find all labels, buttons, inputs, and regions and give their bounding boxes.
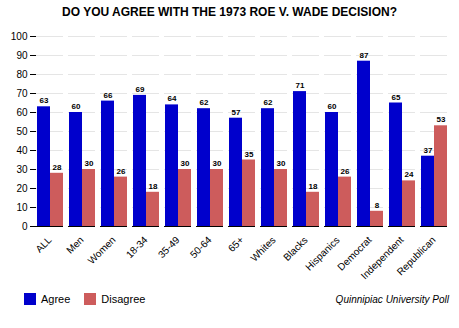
svg-text:24: 24 [405,170,414,179]
svg-text:26: 26 [341,167,350,176]
svg-text:Men: Men [64,234,86,256]
svg-text:60: 60 [72,102,81,111]
svg-text:30: 30 [277,159,286,168]
svg-text:35: 35 [245,150,254,159]
svg-text:Whites: Whites [248,234,277,263]
svg-text:18-34: 18-34 [124,234,150,260]
svg-text:ALL: ALL [33,234,54,255]
svg-text:100: 100 [11,31,28,42]
svg-text:30: 30 [181,159,190,168]
svg-text:30: 30 [213,159,222,168]
svg-text:Democrat: Democrat [335,234,374,273]
svg-text:37: 37 [424,146,433,155]
svg-text:60: 60 [328,102,337,111]
svg-text:70: 70 [16,88,28,99]
svg-text:53: 53 [437,115,446,124]
html-text:DO YOU AGREE WITH THE 1973 ROE: DO YOU AGREE WITH THE 1973 ROE V. WADE D… [62,5,397,19]
svg-text:80: 80 [16,69,28,80]
html-text:Disagree: Disagree [101,293,146,305]
svg-text:64: 64 [168,94,177,103]
svg-text:Women: Women [86,234,118,266]
svg-text:65: 65 [392,93,401,102]
svg-text:30: 30 [85,159,94,168]
svg-text:50: 50 [16,126,28,137]
svg-text:90: 90 [16,50,28,61]
svg-text:18: 18 [149,182,158,191]
svg-text:57: 57 [232,108,241,117]
svg-text:66: 66 [104,91,113,100]
svg-text:Republican: Republican [395,234,438,277]
html-text:Quinnipiac University Poll: Quinnipiac University Poll [335,293,449,305]
svg-text:62: 62 [264,98,273,107]
svg-text:26: 26 [117,167,126,176]
svg-text:30: 30 [16,164,28,175]
svg-text:10: 10 [16,202,28,213]
svg-text:20: 20 [16,183,28,194]
svg-text:71: 71 [296,81,305,90]
svg-text:18: 18 [309,182,318,191]
svg-text:40: 40 [16,145,28,156]
svg-text:50-64: 50-64 [188,234,214,260]
svg-text:63: 63 [40,96,49,105]
svg-text:87: 87 [360,51,369,60]
svg-text:62: 62 [200,98,209,107]
svg-text:8: 8 [375,201,380,210]
svg-text:0: 0 [22,221,28,232]
svg-text:28: 28 [53,163,62,172]
svg-text:60: 60 [16,107,28,118]
svg-text:Hispanics: Hispanics [303,234,342,273]
html-text:Agree: Agree [41,293,71,305]
svg-text:Blacks: Blacks [281,234,310,263]
svg-text:35-49: 35-49 [156,234,182,260]
svg-text:65+: 65+ [226,234,246,254]
svg-text:69: 69 [136,85,145,94]
svg-text:Independent: Independent [358,234,406,282]
